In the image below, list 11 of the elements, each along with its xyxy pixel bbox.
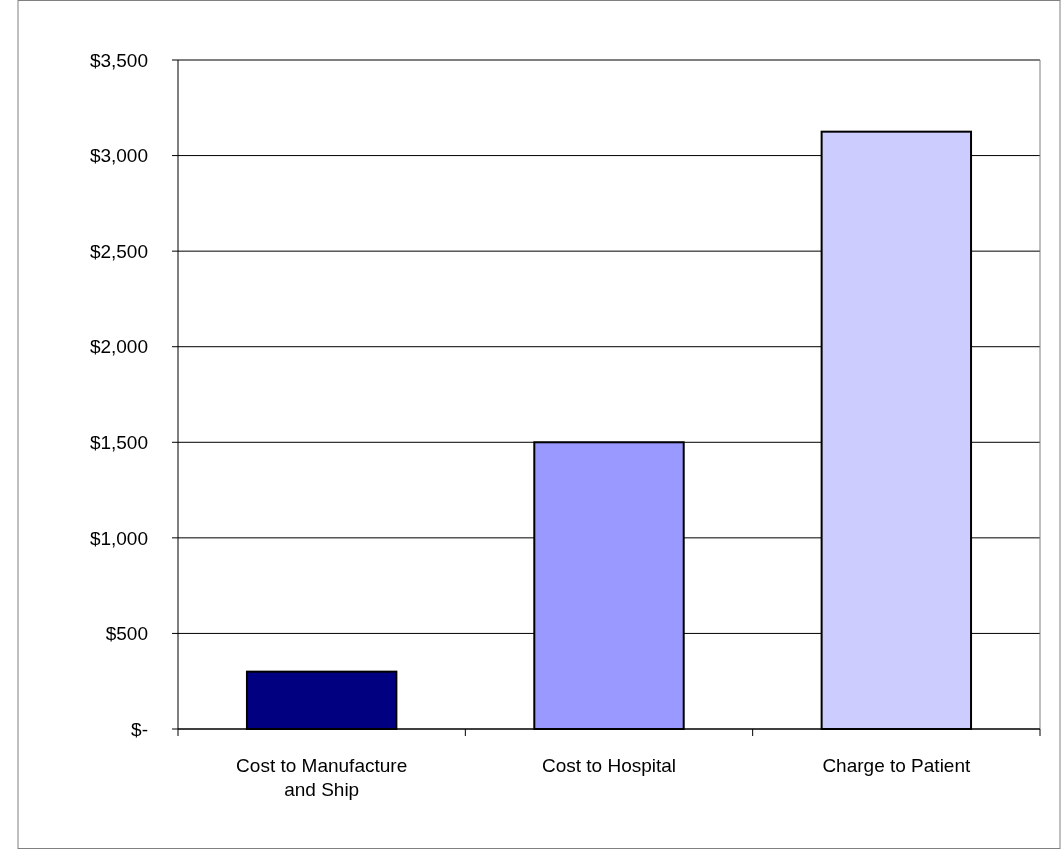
- y-tick-label: $2,000: [89, 336, 148, 358]
- y-tick-label: $-: [131, 718, 148, 740]
- y-tick-label: $500: [105, 623, 148, 645]
- y-tick-label: $1,000: [89, 527, 148, 549]
- y-tick-label: $2,500: [89, 240, 148, 262]
- y-tick-label: $1,500: [89, 431, 148, 453]
- y-tick-label: $3,000: [89, 145, 148, 167]
- x-tick-label: Charge to Patient: [822, 755, 971, 776]
- x-tick-label: Cost to Hospital: [541, 755, 677, 776]
- x-tick-label: Cost to Manufacture and Ship: [236, 755, 408, 800]
- y-tick-label: $3,500: [89, 49, 148, 71]
